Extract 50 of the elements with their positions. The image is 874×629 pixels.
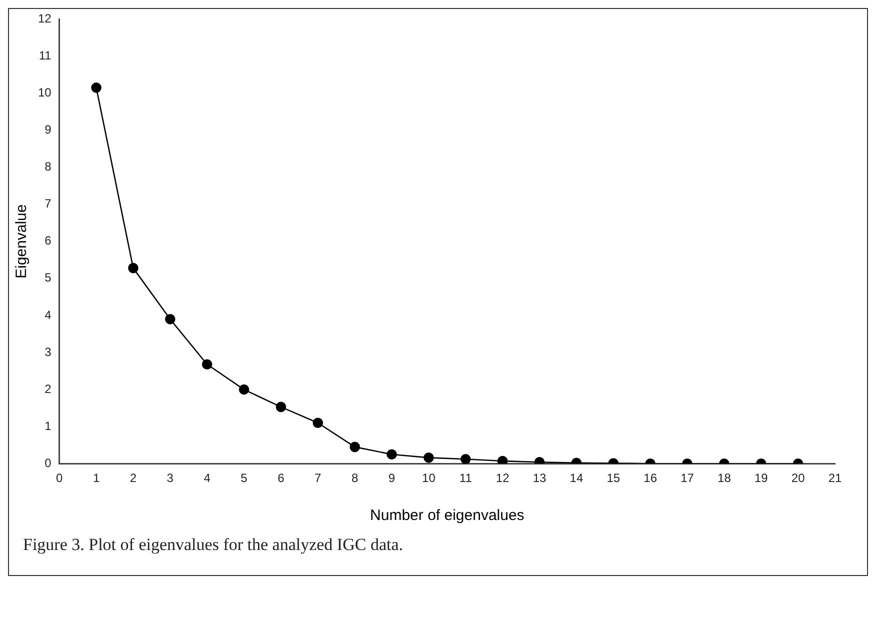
x-tick-label: 15 (606, 471, 620, 486)
y-tick-label: 3 (44, 344, 52, 359)
x-tick-label: 13 (532, 471, 547, 486)
point (424, 452, 434, 463)
point (350, 442, 360, 452)
y-tick-label: 7 (44, 196, 52, 211)
y-tick-label: 0 (44, 456, 52, 470)
x-tick-label: 18 (718, 471, 732, 486)
y-tick-label: 2 (44, 382, 52, 396)
x-tick-label: 2 (130, 471, 137, 486)
x-tick-label: 5 (240, 471, 248, 486)
point (238, 384, 250, 395)
x-tick-label: 19 (754, 471, 768, 486)
x-tick-label: 10 (422, 471, 436, 486)
y-tick-label: 9 (44, 122, 52, 137)
x-tick-label: 7 (314, 471, 322, 486)
y-tick-label: 5 (44, 270, 52, 285)
x-tick-label: 21 (828, 471, 842, 486)
x-tick-label: 3 (166, 471, 174, 486)
y-tick-label: 10 (38, 86, 52, 100)
y-tick-label: 4 (44, 308, 52, 322)
x-tick-label: 0 (56, 471, 64, 486)
y-tick-label: 8 (44, 160, 52, 174)
x-tick-label: 14 (570, 471, 584, 486)
point (128, 262, 138, 274)
point (497, 456, 508, 464)
caption: Figure 3. Plot of eigenvalues for the analyzed IGC data. (22, 534, 404, 556)
x-tick-label: 17 (680, 471, 694, 486)
point (386, 449, 397, 460)
point (276, 402, 286, 412)
point (202, 359, 212, 370)
point (165, 314, 176, 324)
x-axis-title: Number of eigenvalues (370, 507, 524, 524)
y-tick-label: 1 (44, 418, 52, 433)
y-tick-label: 6 (44, 234, 52, 248)
x-tick-label: 9 (388, 471, 396, 486)
x-tick-label: 16 (644, 471, 658, 486)
point (312, 418, 324, 428)
y-tick-label: 11 (38, 48, 52, 63)
x-tick-label: 20 (791, 471, 806, 486)
y-axis-title: Eigenvalue (13, 204, 30, 279)
x-tick-label: 4 (204, 471, 211, 486)
y-tick-label: 12 (38, 12, 52, 26)
x-tick-label: 8 (351, 471, 358, 486)
x-tick-label: 6 (278, 471, 285, 486)
x-tick-label: 12 (496, 471, 510, 486)
x-tick-label: 1 (92, 471, 100, 486)
x-tick-label: 11 (459, 471, 472, 486)
point (91, 82, 102, 93)
point (460, 454, 471, 464)
